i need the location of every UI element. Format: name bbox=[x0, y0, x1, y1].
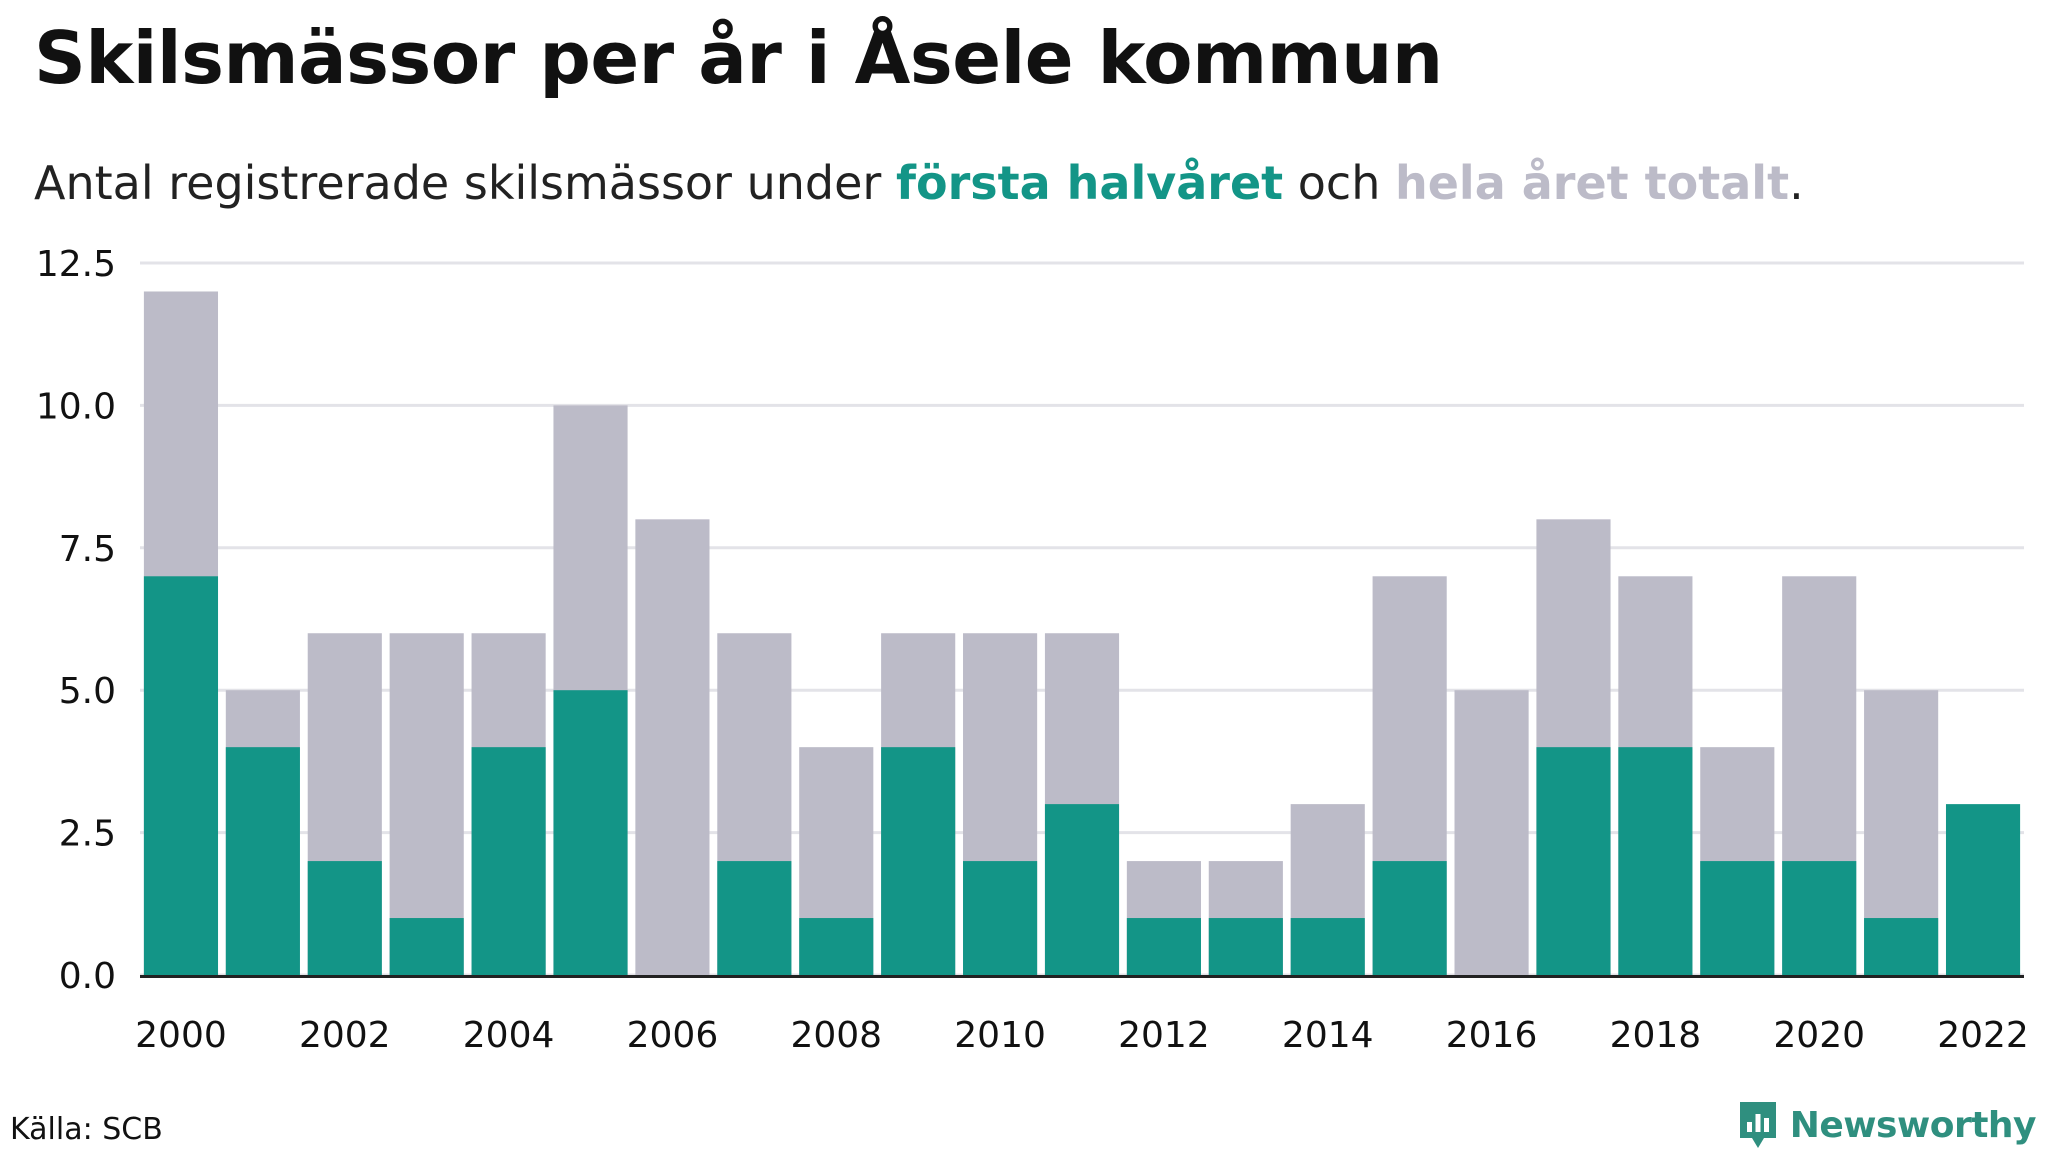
bar-first-half bbox=[1290, 918, 1365, 975]
bar-first-half bbox=[1700, 861, 1775, 975]
x-tick-label: 2008 bbox=[790, 1015, 882, 1056]
bar-first-half bbox=[1126, 918, 1201, 975]
bar-first-half bbox=[1782, 861, 1857, 975]
x-tick-label: 2014 bbox=[1282, 1015, 1374, 1056]
y-tick-label: 5.0 bbox=[59, 671, 116, 712]
bar-first-half bbox=[1044, 804, 1120, 975]
y-tick-label: 2.5 bbox=[59, 814, 116, 855]
bar-first-half bbox=[1945, 804, 2021, 975]
bar-full-year bbox=[1454, 690, 1529, 975]
bar-first-half bbox=[307, 861, 382, 975]
subtitle-full-year: hela året totalt bbox=[1394, 156, 1790, 210]
chart-title: Skilsmässor per år i Åsele kommun bbox=[34, 16, 1443, 100]
bar-first-half bbox=[389, 918, 464, 975]
bar-first-half bbox=[553, 690, 628, 975]
bar-first-half bbox=[143, 576, 219, 975]
x-tick-label: 2016 bbox=[1446, 1015, 1538, 1056]
y-tick-label: 12.5 bbox=[36, 244, 116, 285]
y-tick-label: 10.0 bbox=[36, 386, 116, 427]
chart-subtitle: Antal registrerade skilsmässor under för… bbox=[34, 156, 1804, 210]
bar-first-half bbox=[1618, 747, 1693, 975]
x-tick-label: 2010 bbox=[954, 1015, 1046, 1056]
bar-first-half bbox=[963, 861, 1038, 975]
bar-first-half bbox=[471, 747, 546, 975]
x-tick-label: 2006 bbox=[627, 1015, 719, 1056]
brand-name: Newsworthy bbox=[1789, 1104, 2037, 1146]
newsworthy-logo-icon bbox=[1739, 1102, 1776, 1148]
y-tick-label: 7.5 bbox=[59, 529, 116, 570]
bar-first-half bbox=[1208, 918, 1283, 975]
x-tick-label: 2022 bbox=[1937, 1015, 2029, 1056]
x-tick-label: 2020 bbox=[1773, 1015, 1865, 1056]
bar-first-half bbox=[799, 918, 874, 975]
y-tick-label: 0.0 bbox=[59, 956, 116, 997]
bar-first-half bbox=[881, 747, 956, 975]
bar-first-half bbox=[717, 861, 792, 975]
bar-first-half bbox=[1536, 747, 1611, 975]
x-tick-label: 2004 bbox=[463, 1015, 555, 1056]
brand[interactable]: Newsworthy bbox=[1736, 1098, 2037, 1152]
subtitle-suffix: . bbox=[1789, 156, 1804, 210]
bar-first-half bbox=[1864, 918, 1939, 975]
subtitle-middle: och bbox=[1283, 156, 1395, 210]
x-tick-label: 2012 bbox=[1118, 1015, 1210, 1056]
source-note: Källa: SCB bbox=[10, 1112, 163, 1147]
subtitle-first-half: första halvåret bbox=[895, 156, 1284, 210]
subtitle-prefix: Antal registrerade skilsmässor under bbox=[34, 156, 896, 210]
bar-first-half bbox=[1372, 861, 1447, 975]
bar-chart: 0.0 2.5 5.0 7.5 10.0 12.5 2000 2002 2004 2006 2008… bbox=[36, 244, 2029, 1056]
x-tick-label: 2002 bbox=[299, 1015, 391, 1056]
bar-first-half bbox=[225, 747, 300, 975]
x-tick-label: 2000 bbox=[135, 1015, 227, 1056]
bar-full-year bbox=[635, 519, 710, 975]
x-tick-label: 2018 bbox=[1610, 1015, 1702, 1056]
